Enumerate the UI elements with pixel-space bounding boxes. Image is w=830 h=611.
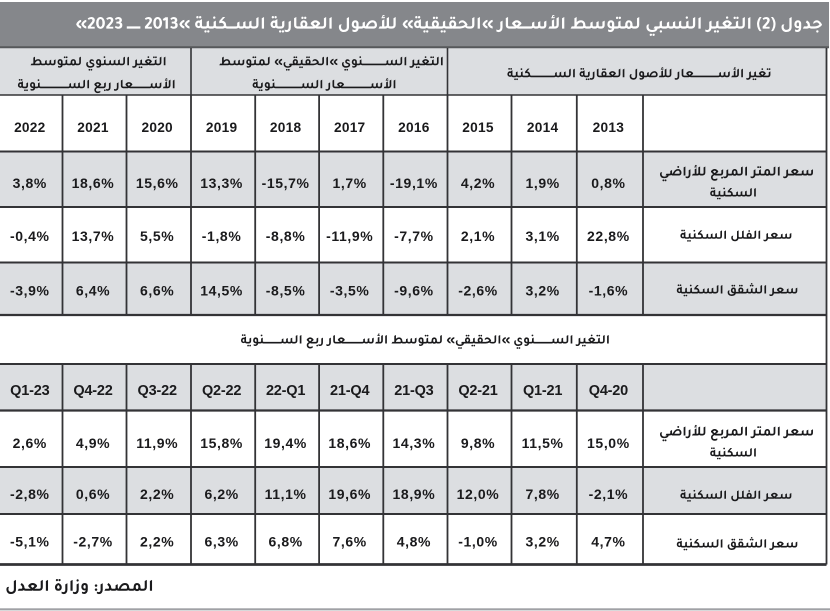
- svg-text:-8,8%: -8,8%: [266, 228, 306, 244]
- svg-text:6,4%: 6,4%: [76, 283, 110, 299]
- svg-text:4,9%: 4,9%: [76, 435, 110, 451]
- svg-text:-3,9%: -3,9%: [10, 283, 50, 299]
- svg-text:2020: 2020: [141, 120, 173, 135]
- svg-text:-0,4%: -0,4%: [10, 228, 50, 244]
- svg-text:6,3%: 6,3%: [204, 533, 238, 549]
- svg-text:2017: 2017: [334, 120, 366, 135]
- svg-text:2021: 2021: [77, 120, 109, 135]
- svg-text:4,7%: 4,7%: [591, 533, 625, 549]
- svg-text:-2,7%: -2,7%: [73, 533, 113, 549]
- svg-text:13,3%: 13,3%: [200, 175, 243, 191]
- svg-text:6,6%: 6,6%: [140, 283, 174, 299]
- svg-text:2,6%: 2,6%: [13, 435, 47, 451]
- svg-text:13,7%: 13,7%: [72, 228, 115, 244]
- svg-text:15,0%: 15,0%: [587, 435, 630, 451]
- svg-text:14,5%: 14,5%: [200, 283, 243, 299]
- svg-text:-1,0%: -1,0%: [458, 533, 498, 549]
- svg-text:15,8%: 15,8%: [200, 435, 243, 451]
- svg-text:11,9%: 11,9%: [136, 435, 178, 451]
- svg-text:0,8%: 0,8%: [591, 175, 625, 191]
- svg-text:22,8%: 22,8%: [587, 228, 630, 244]
- svg-text:2,1%: 2,1%: [461, 228, 495, 244]
- svg-text:Q2-21: Q2-21: [458, 383, 497, 399]
- svg-text:21-Q4: 21-Q4: [330, 383, 369, 399]
- svg-text:-15,7%: -15,7%: [262, 175, 310, 191]
- svg-text:2019: 2019: [206, 120, 238, 135]
- svg-text:11,5%: 11,5%: [522, 435, 564, 451]
- svg-text:3,8%: 3,8%: [13, 175, 47, 191]
- svg-text:18,6%: 18,6%: [328, 435, 371, 451]
- svg-text:4,8%: 4,8%: [397, 533, 431, 549]
- svg-text:2,2%: 2,2%: [140, 533, 174, 549]
- svg-text:-1,6%: -1,6%: [589, 283, 629, 299]
- svg-text:0,6%: 0,6%: [76, 486, 110, 502]
- svg-text:1,9%: 1,9%: [525, 175, 559, 191]
- svg-text:9,8%: 9,8%: [461, 435, 495, 451]
- svg-text:12,0%: 12,0%: [457, 486, 500, 502]
- svg-text:Q3-22: Q3-22: [138, 383, 177, 399]
- svg-text:19,6%: 19,6%: [328, 486, 371, 502]
- svg-text:-2,1%: -2,1%: [589, 486, 629, 502]
- svg-text:-3,5%: -3,5%: [330, 283, 370, 299]
- svg-text:2015: 2015: [462, 120, 494, 135]
- svg-text:4,2%: 4,2%: [461, 175, 495, 191]
- svg-text:22-Q1: 22-Q1: [266, 383, 305, 399]
- svg-text:-11,9%: -11,9%: [326, 228, 373, 244]
- svg-text:18,9%: 18,9%: [393, 486, 436, 502]
- svg-text:19,4%: 19,4%: [264, 435, 307, 451]
- svg-text:2022: 2022: [14, 120, 46, 135]
- svg-text:7,8%: 7,8%: [525, 486, 559, 502]
- svg-text:Q4-20: Q4-20: [589, 383, 628, 399]
- svg-text:Q1-23: Q1-23: [10, 383, 49, 399]
- svg-text:18,6%: 18,6%: [72, 175, 115, 191]
- svg-text:11,1%: 11,1%: [265, 486, 307, 502]
- svg-text:2018: 2018: [270, 120, 302, 135]
- svg-text:-5,1%: -5,1%: [10, 533, 50, 549]
- svg-text:-1,8%: -1,8%: [202, 228, 242, 244]
- svg-text:6,8%: 6,8%: [268, 533, 302, 549]
- svg-text:5,5%: 5,5%: [140, 228, 174, 244]
- svg-text:-2,8%: -2,8%: [10, 486, 50, 502]
- svg-text:Q2-22: Q2-22: [202, 383, 241, 399]
- svg-text:-9,6%: -9,6%: [394, 283, 434, 299]
- svg-text:3,1%: 3,1%: [525, 228, 559, 244]
- svg-text:-2,6%: -2,6%: [458, 283, 498, 299]
- svg-text:2016: 2016: [398, 120, 430, 135]
- svg-text:-19,1%: -19,1%: [390, 175, 438, 191]
- svg-text:3,2%: 3,2%: [525, 533, 559, 549]
- svg-text:14,3%: 14,3%: [393, 435, 436, 451]
- svg-text:1,7%: 1,7%: [333, 175, 367, 191]
- svg-text:Q1-21: Q1-21: [523, 383, 562, 399]
- svg-text:-7,7%: -7,7%: [394, 228, 434, 244]
- svg-text:6,2%: 6,2%: [204, 486, 238, 502]
- svg-text:15,6%: 15,6%: [136, 175, 179, 191]
- svg-text:7,6%: 7,6%: [333, 533, 367, 549]
- svg-text:Q4-22: Q4-22: [73, 383, 112, 399]
- svg-text:-8,5%: -8,5%: [266, 283, 306, 299]
- svg-text:21-Q3: 21-Q3: [394, 383, 433, 399]
- svg-text:3,2%: 3,2%: [525, 283, 559, 299]
- svg-text:2014: 2014: [527, 120, 559, 135]
- svg-text:2,2%: 2,2%: [140, 486, 174, 502]
- svg-text:2013: 2013: [593, 120, 625, 135]
